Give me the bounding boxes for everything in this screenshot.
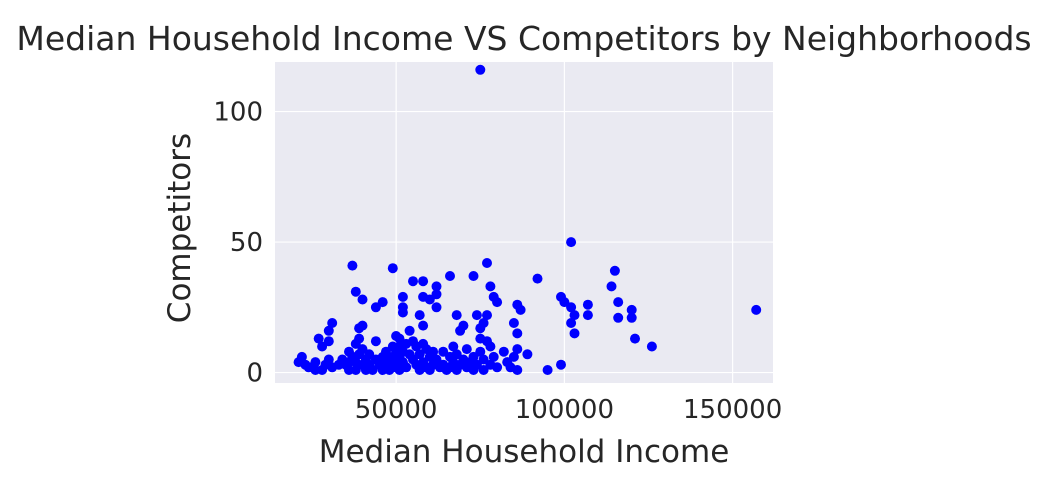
y-tick-label: 0 [246, 359, 263, 389]
data-point [492, 297, 503, 308]
data-point [438, 346, 449, 357]
data-point [626, 312, 637, 323]
data-point [414, 310, 425, 321]
data-point [468, 271, 479, 281]
data-point [381, 346, 391, 357]
data-point [313, 333, 324, 344]
data-point [401, 362, 412, 373]
data-point [357, 320, 368, 331]
data-point [350, 286, 361, 297]
data-point [646, 341, 657, 352]
data-point [404, 325, 415, 336]
data-point [582, 299, 593, 310]
data-point [323, 354, 334, 365]
data-point [482, 310, 492, 321]
data-point [471, 310, 482, 321]
data-point [428, 346, 439, 357]
data-point [370, 336, 381, 347]
data-point [512, 328, 523, 339]
data-point [431, 281, 442, 292]
x-tick-label: 100000 [515, 395, 614, 425]
data-point [478, 354, 489, 365]
data-point [488, 351, 499, 362]
data-point [566, 318, 577, 328]
data-point [387, 263, 398, 274]
data-point [475, 64, 486, 75]
data-point [408, 276, 418, 287]
data-point [310, 357, 321, 368]
data-point [542, 365, 553, 375]
data-point [508, 318, 519, 328]
y-tick-label: 100 [213, 98, 263, 128]
y-axis-label: Competitors [162, 133, 198, 323]
data-point [350, 365, 361, 375]
data-point [606, 281, 617, 292]
data-point [418, 276, 429, 287]
data-points [293, 64, 762, 375]
data-point [475, 323, 486, 334]
data-point [357, 294, 368, 305]
data-point [630, 333, 640, 344]
data-point [323, 336, 334, 347]
data-point [485, 341, 496, 352]
data-point [317, 341, 328, 352]
data-point [482, 258, 492, 268]
data-point [323, 325, 334, 336]
data-point [475, 346, 486, 357]
data-point [522, 349, 533, 360]
data-point [508, 351, 519, 362]
data-point [377, 297, 388, 308]
data-point [556, 359, 566, 370]
data-point [455, 325, 466, 336]
data-point [626, 304, 637, 315]
data-point [515, 304, 526, 315]
data-point [498, 346, 509, 357]
data-point [394, 333, 405, 344]
data-point [478, 365, 489, 375]
x-tick-label: 150000 [683, 395, 782, 425]
data-point [492, 362, 503, 373]
data-point [751, 304, 762, 315]
x-tick-label: 50000 [355, 395, 438, 425]
data-point [431, 302, 442, 313]
data-point [613, 297, 624, 308]
data-point [367, 365, 378, 375]
data-point [512, 365, 523, 375]
data-point [397, 291, 408, 302]
data-point [418, 320, 429, 331]
x-axis-label: Median Household Income [319, 434, 730, 470]
data-point [569, 328, 580, 339]
data-point [512, 344, 523, 355]
data-point [448, 341, 459, 352]
data-point [485, 281, 496, 292]
chart-title: Median Household Income VS Competitors b… [16, 19, 1031, 58]
data-point [468, 351, 479, 362]
data-point [613, 312, 624, 323]
data-point [582, 310, 593, 321]
data-point [370, 302, 381, 313]
data-point [397, 307, 408, 318]
data-point [347, 260, 358, 271]
data-point [566, 237, 577, 248]
y-tick-label: 50 [230, 228, 263, 258]
tick-labels: 50000 100000 150000 0 50 100 [213, 98, 782, 425]
data-point [445, 271, 455, 281]
plot-background [275, 62, 773, 383]
data-point [609, 265, 620, 276]
data-point [569, 310, 580, 321]
data-point [424, 294, 435, 305]
data-point [532, 273, 543, 284]
data-point [566, 302, 577, 313]
data-point [327, 318, 338, 328]
data-point [451, 310, 462, 321]
data-point [461, 344, 472, 355]
data-point [354, 333, 365, 344]
